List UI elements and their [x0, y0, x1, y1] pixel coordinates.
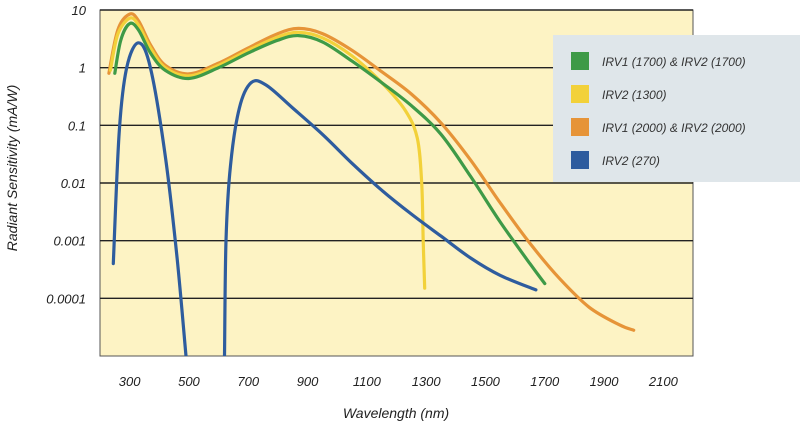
legend: IRV1 (1700) & IRV2 (1700) IRV2 (1300) IRV1…: [553, 35, 800, 182]
y-axis-title: Radiant Sensitivity (mA/W): [4, 85, 20, 251]
legend-swatch: [571, 85, 589, 103]
x-tick-labels: 300 500 700 900 1100 1300 1500 1700 1900 2100: [119, 374, 679, 389]
x-tick-label: 900: [297, 374, 319, 389]
x-tick-label: 1700: [530, 374, 560, 389]
legend-label: IRV2 (270): [602, 154, 660, 168]
x-tick-label: 700: [237, 374, 259, 389]
x-tick-label: 1900: [590, 374, 620, 389]
series-line: [222, 78, 538, 356]
y-tick-label: 10: [72, 3, 87, 18]
x-tick-label: 1300: [412, 374, 442, 389]
y-tick-label: 1: [79, 61, 86, 76]
series-line: [113, 21, 547, 286]
x-axis-title: Wavelength (nm): [343, 405, 449, 421]
legend-label: IRV2 (1300): [602, 88, 666, 102]
x-tick-label: 2100: [648, 374, 679, 389]
x-tick-label: 1100: [353, 374, 382, 389]
legend-label: IRV1 (1700) & IRV2 (1700): [602, 55, 746, 69]
y-tick-label: 0.1: [68, 118, 86, 133]
y-tick-label: 0.0001: [46, 291, 86, 306]
x-tick-label: 1500: [471, 374, 501, 389]
legend-swatch: [571, 52, 589, 70]
x-tick-label: 300: [119, 374, 141, 389]
legend-swatch: [571, 151, 589, 169]
y-tick-label: 0.001: [53, 234, 86, 249]
series-layer: [107, 12, 636, 356]
legend-box: [553, 35, 800, 182]
y-tick-label: 0.01: [61, 176, 86, 191]
legend-label: IRV1 (2000) & IRV2 (2000): [602, 121, 746, 135]
series-line: [108, 16, 427, 290]
series-line: [111, 41, 188, 356]
y-tick-labels: 10 1 0.1 0.01 0.001 0.0001: [46, 3, 87, 306]
legend-swatch: [571, 118, 589, 136]
x-tick-label: 500: [178, 374, 200, 389]
